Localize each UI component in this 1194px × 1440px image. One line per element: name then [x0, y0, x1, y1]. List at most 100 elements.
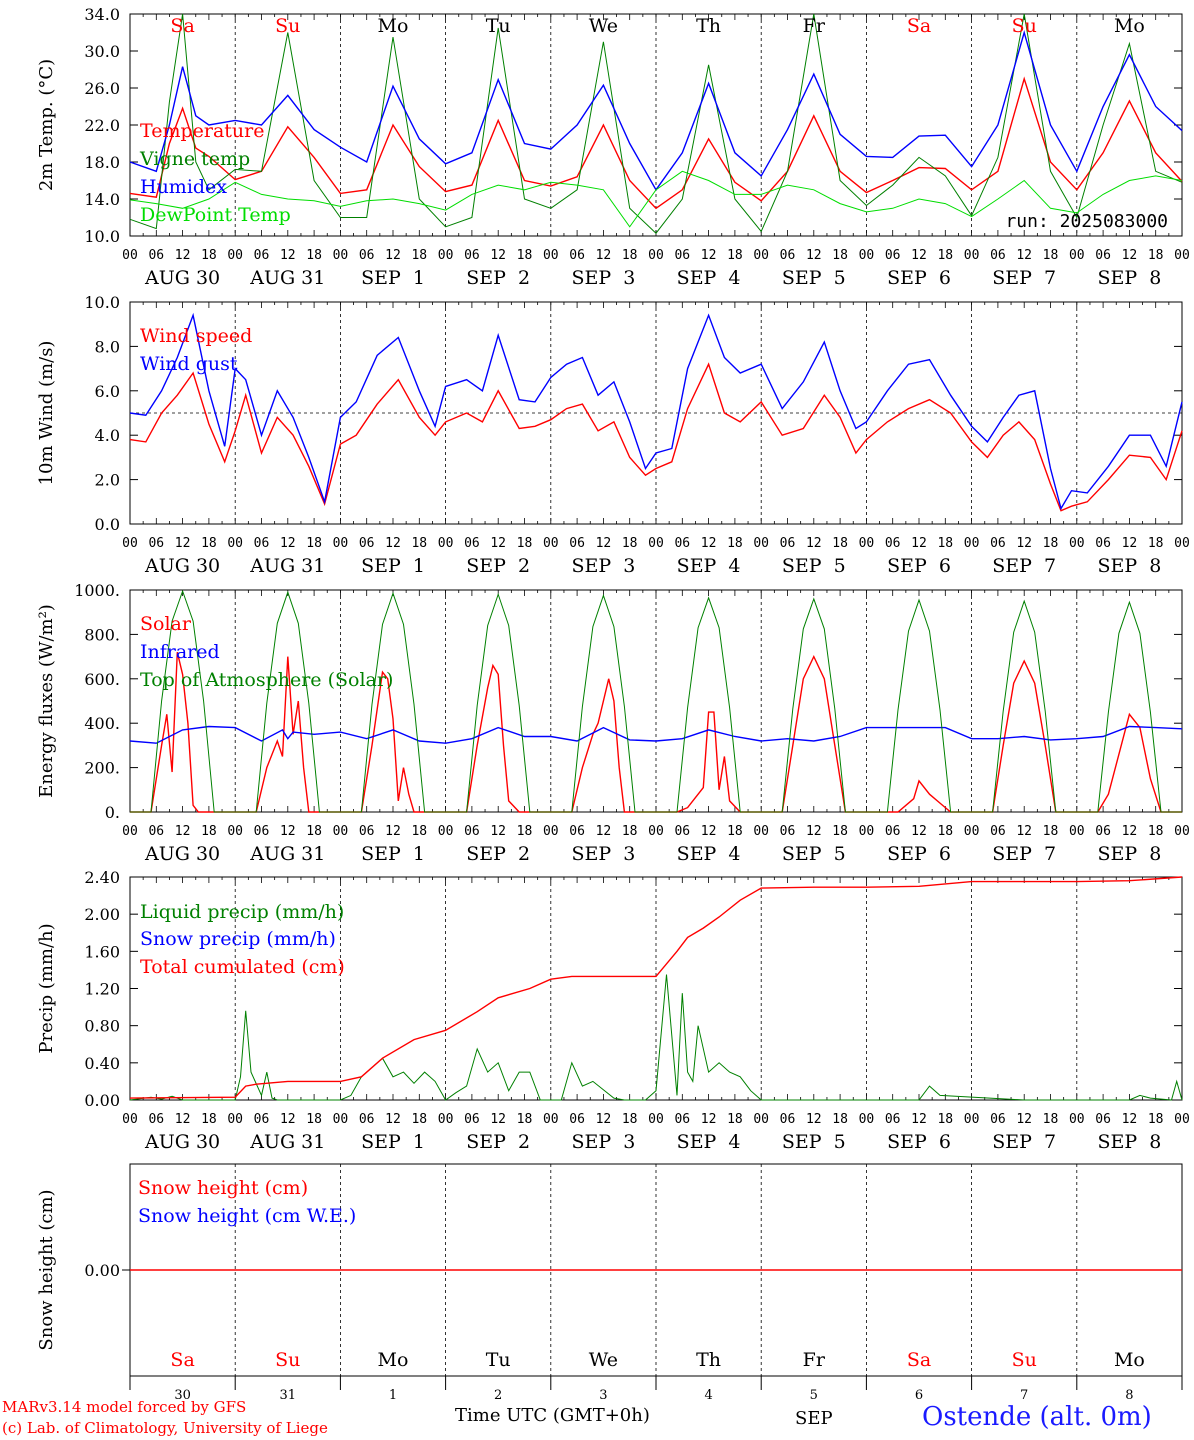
flux-hour-label: 06	[569, 824, 585, 839]
precip-hour-label: 06	[359, 1112, 375, 1127]
wind-hour-label: 18	[411, 536, 427, 551]
temp-date-label: SEP 5	[782, 267, 846, 289]
precip-hour-label: 00	[333, 1112, 349, 1127]
temp-y-axis-title: 2m Temp. (°C)	[36, 59, 57, 191]
precip-hour-label: 12	[1122, 1112, 1138, 1127]
wind-hour-label: 06	[674, 536, 690, 551]
temp-hour-label: 18	[1043, 248, 1059, 263]
flux-date-label: SEP 4	[677, 843, 741, 865]
precip-date-label: SEP 4	[677, 1131, 741, 1153]
wind-series-line	[129, 362, 1183, 512]
flux-hour-label: 06	[990, 824, 1006, 839]
precip-y-tick-label: 2.40	[84, 868, 120, 887]
wind-hour-label: 12	[806, 536, 822, 551]
precip-hour-label: 00	[543, 1112, 559, 1127]
wind-hour-label: 06	[990, 536, 1006, 551]
wind-hour-label: 06	[780, 536, 796, 551]
precip-date-label: SEP 7	[992, 1131, 1056, 1153]
flux-hour-label: 12	[1122, 824, 1138, 839]
bottom-day-name: We	[589, 1349, 618, 1371]
wind-y-tick-label: 10.0	[84, 293, 120, 312]
wind-hour-label: 06	[464, 536, 480, 551]
temp-hour-label: 06	[148, 248, 164, 263]
top-day-name: We	[589, 15, 618, 37]
precip-date-label: SEP 6	[887, 1131, 951, 1153]
precip-date-label: AUG 30	[144, 1131, 220, 1153]
temp-legend-label: Temperature	[140, 120, 264, 142]
precip-hour-label: 06	[148, 1112, 164, 1127]
precip-hour-label: 06	[990, 1112, 1006, 1127]
wind-hour-label: 00	[1174, 536, 1190, 551]
temp-hour-label: 12	[701, 248, 717, 263]
precip-hour-label: 00	[859, 1112, 875, 1127]
lab-credit: (c) Lab. of Climatology, University of L…	[2, 1419, 328, 1437]
wind-y-axis-title: 10m Wind (m/s)	[36, 341, 57, 486]
temp-hour-label: 12	[490, 248, 506, 263]
bottom-day-number: 8	[1125, 1388, 1133, 1403]
flux-hour-label: 00	[1069, 824, 1085, 839]
wind-hour-label: 12	[175, 536, 191, 551]
flux-date-label: SEP 8	[1097, 843, 1161, 865]
temp-date-label: SEP 3	[571, 267, 635, 289]
station-name: Ostende (alt. 0m)	[922, 1402, 1152, 1432]
precip-series-line	[129, 974, 1183, 1101]
precip-hour-label: 18	[727, 1112, 743, 1127]
flux-y-tick-label: 800.	[84, 625, 120, 644]
wind-hour-label: 18	[306, 536, 322, 551]
flux-hour-label: 00	[648, 824, 664, 839]
bottom-day-name: Mo	[1114, 1349, 1145, 1371]
wind-hour-label: 18	[622, 536, 638, 551]
wind-date-label: SEP 3	[571, 555, 635, 577]
flux-hour-label: 18	[622, 824, 638, 839]
wind-hour-label: 06	[359, 536, 375, 551]
wind-hour-label: 00	[227, 536, 243, 551]
precip-date-label: SEP 3	[571, 1131, 635, 1153]
flux-date-label: SEP 7	[992, 843, 1056, 865]
precip-hour-label: 18	[1043, 1112, 1059, 1127]
precip-hour-label: 18	[832, 1112, 848, 1127]
temp-hour-label: 06	[464, 248, 480, 263]
top-day-name: Sa	[907, 15, 931, 37]
top-day-name: Mo	[1114, 15, 1145, 37]
flux-hour-label: 00	[227, 824, 243, 839]
wind-hour-label: 06	[254, 536, 270, 551]
bottom-day-name: Tu	[486, 1349, 511, 1371]
wind-hour-label: 00	[1069, 536, 1085, 551]
precip-hour-label: 12	[806, 1112, 822, 1127]
wind-hour-label: 12	[1122, 536, 1138, 551]
bottom-day-name: Sa	[170, 1349, 194, 1371]
precip-hour-label: 00	[648, 1112, 664, 1127]
top-day-name: Mo	[378, 15, 409, 37]
wind-y-tick-label: 2.0	[95, 471, 120, 490]
wind-hour-label: 12	[490, 536, 506, 551]
flux-hour-label: 00	[1174, 824, 1190, 839]
temp-date-label: SEP 6	[887, 267, 951, 289]
snow-y-axis-title: Snow height (cm)	[36, 1189, 57, 1350]
bottom-day-name: Su	[1012, 1349, 1037, 1371]
temp-hour-label: 00	[227, 248, 243, 263]
precip-y-tick-label: 0.00	[84, 1091, 120, 1110]
temp-date-label: SEP 4	[677, 267, 741, 289]
temp-y-tick-label: 30.0	[84, 42, 120, 61]
temp-hour-label: 12	[385, 248, 401, 263]
wind-date-label: AUG 30	[144, 555, 220, 577]
wind-hour-label: 18	[1148, 536, 1164, 551]
temp-hour-label: 06	[569, 248, 585, 263]
flux-hour-label: 06	[464, 824, 480, 839]
flux-date-label: SEP 1	[361, 843, 425, 865]
precip-hour-label: 06	[1095, 1112, 1111, 1127]
wind-y-tick-label: 6.0	[95, 382, 120, 401]
temp-hour-label: 18	[201, 248, 217, 263]
flux-hour-label: 18	[937, 824, 953, 839]
wind-hour-label: 18	[1043, 536, 1059, 551]
temp-hour-label: 00	[964, 248, 980, 263]
flux-date-label: AUG 30	[144, 843, 220, 865]
flux-hour-label: 12	[175, 824, 191, 839]
snow-y-tick-label: 0.00	[84, 1261, 120, 1280]
precip-hour-label: 00	[964, 1112, 980, 1127]
wind-hour-label: 18	[517, 536, 533, 551]
temp-hour-label: 00	[438, 248, 454, 263]
top-day-name: Sa	[170, 15, 194, 37]
temp-legend-label: Vigne temp	[139, 148, 250, 170]
wind-hour-label: 06	[1095, 536, 1111, 551]
